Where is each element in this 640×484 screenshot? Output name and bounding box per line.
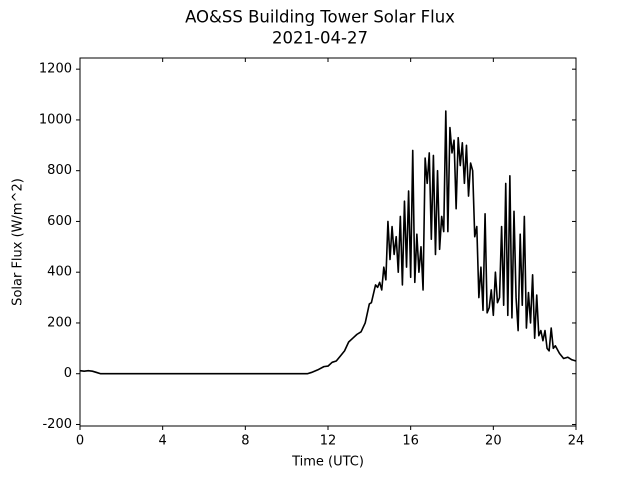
- line: [79, 110, 577, 375]
- x-tick-label: 12: [320, 434, 337, 449]
- y-tick-label: 400: [47, 265, 72, 280]
- x-tick-label: 16: [402, 434, 419, 449]
- y-tick-label: 0: [64, 366, 72, 381]
- y-axis-label: Solar Flux (W/m^2): [11, 178, 26, 306]
- x-axis-label: Time (UTC): [291, 455, 364, 470]
- y-tick-label: -200: [42, 417, 72, 432]
- y-tick-label: 800: [47, 163, 72, 178]
- chart-title: AO&SS Building Tower Solar Flux: [185, 8, 455, 27]
- y-tick-label: 1200: [39, 62, 72, 77]
- x-tick-label: 8: [241, 434, 249, 449]
- y-tick-label: 200: [47, 315, 72, 330]
- chart-subtitle: 2021-04-27: [272, 29, 368, 48]
- plot-frame: [79, 57, 577, 427]
- y-tick-label: 600: [47, 214, 72, 229]
- x-tick-label: 4: [159, 434, 167, 449]
- y-tick-label: 1000: [39, 112, 72, 127]
- x-tick-label: 0: [76, 434, 84, 449]
- x-tick-label: 24: [568, 434, 585, 449]
- x-tick-label: 20: [485, 434, 502, 449]
